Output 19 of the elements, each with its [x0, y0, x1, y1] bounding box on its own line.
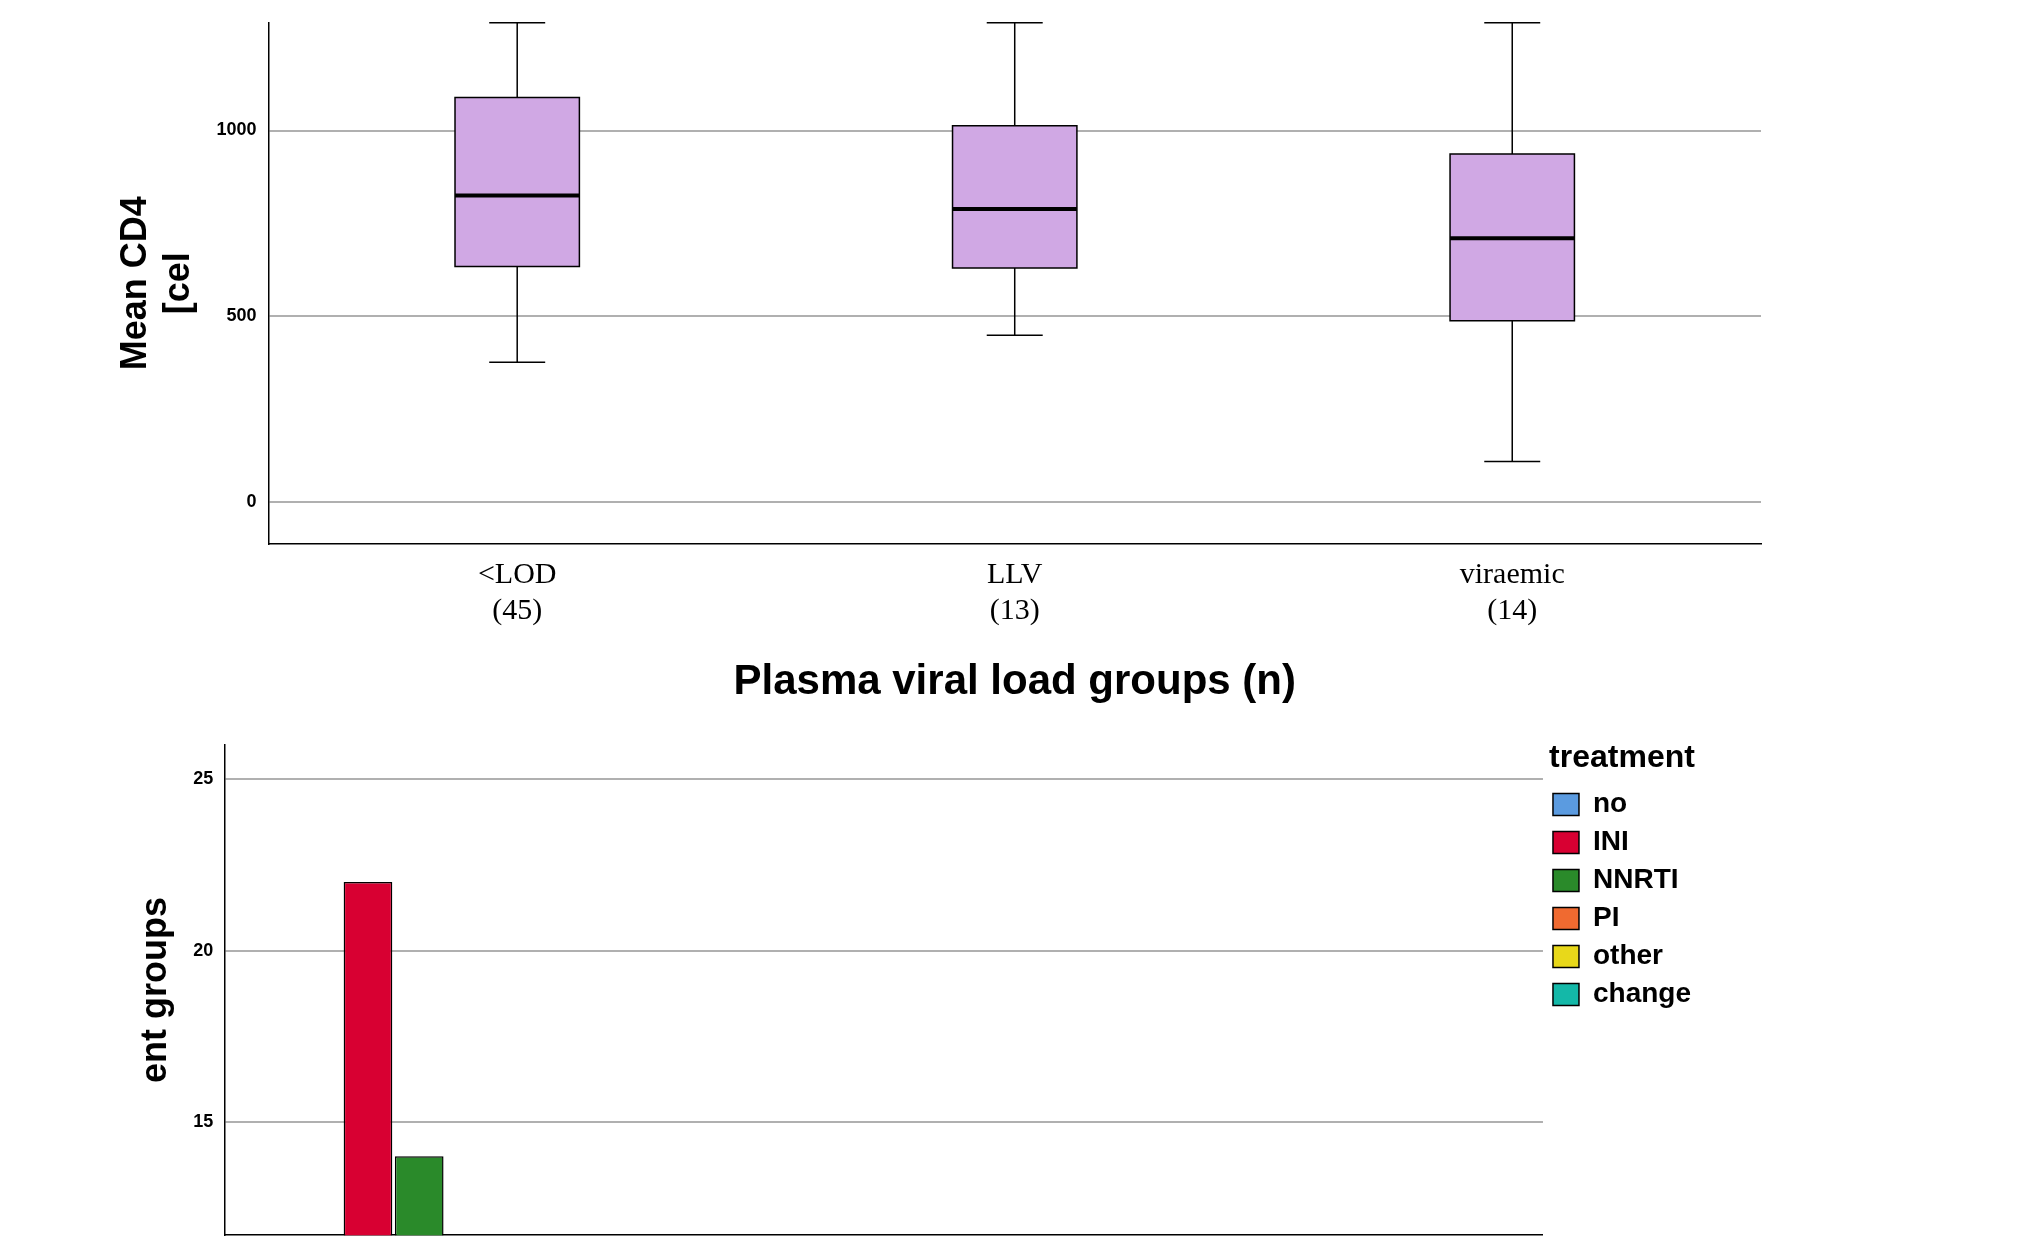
y-tick-label: 15: [193, 1111, 214, 1131]
y-tick-label: 500: [226, 305, 257, 326]
y-tick-label: 0: [246, 490, 257, 511]
y-tick-label: 25: [193, 768, 214, 789]
legend-label: other: [1592, 939, 1664, 971]
x-tick-label: LLV (13): [986, 556, 1043, 627]
legend-label: PI: [1592, 901, 1620, 933]
x-tick-label: <LOD (45): [477, 556, 557, 627]
y-tick-label: 20: [193, 939, 214, 960]
y-axis-title: Mean CD4 [cel: [112, 196, 197, 371]
legend-title: treatment: [1549, 737, 1696, 774]
y-tick-label: 1000: [216, 119, 257, 140]
legend-label: no: [1592, 787, 1628, 819]
y-axis-title: ent groups: [132, 897, 174, 1083]
legend-label: NNRTI: [1592, 863, 1679, 895]
x-tick-label: viraemic (14): [1459, 556, 1565, 627]
legend-label: INI: [1592, 825, 1629, 857]
x-axis-title: Plasma viral load groups (n): [733, 656, 1296, 704]
legend-label: change: [1592, 977, 1691, 1009]
